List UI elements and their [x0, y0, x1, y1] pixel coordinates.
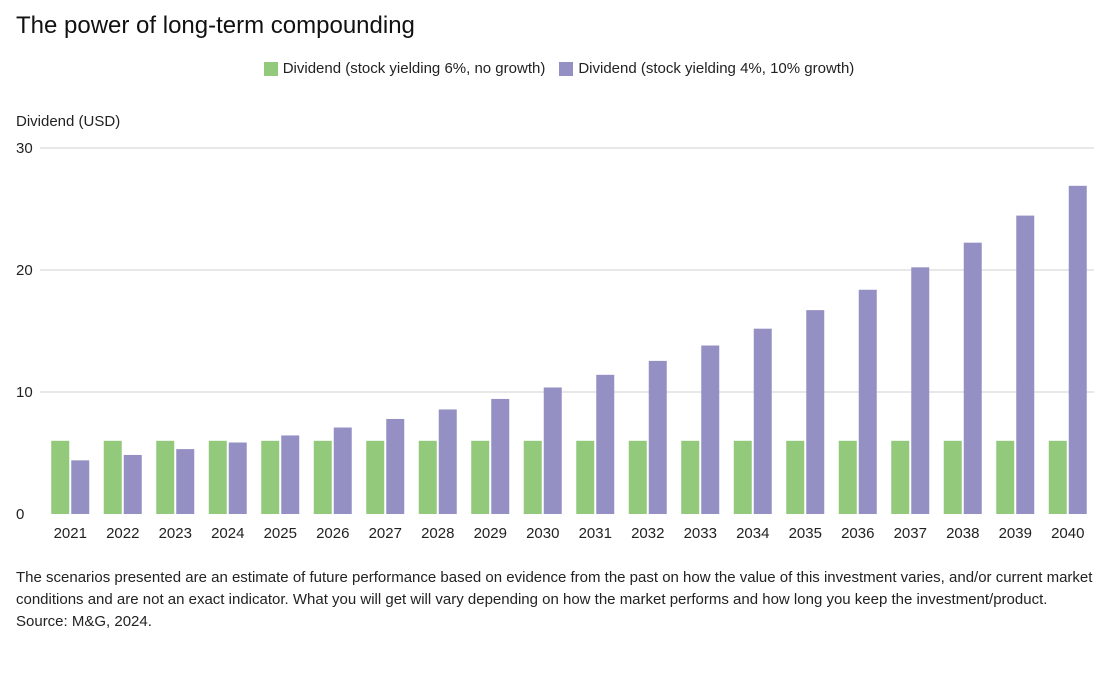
- bar-series-1: [418, 440, 437, 514]
- bar-series-2: [228, 442, 247, 514]
- bar-series-2: [806, 310, 825, 514]
- x-tick-label: 2021: [54, 525, 87, 542]
- bar-series-2: [333, 427, 352, 514]
- y-axis-label: Dividend (USD): [16, 113, 121, 130]
- x-tick-label: 2032: [631, 525, 664, 542]
- bar-series-2: [701, 345, 720, 514]
- legend-label-series-2: Dividend (stock yielding 4%, 10% growth): [578, 60, 855, 77]
- bar-series-1: [891, 440, 910, 514]
- bar-series-2: [176, 449, 195, 514]
- bar-series-1: [996, 440, 1015, 514]
- y-tick-label: 10: [16, 384, 33, 401]
- bar-series-1: [51, 440, 70, 514]
- x-tick-label: 2023: [159, 525, 192, 542]
- bar-series-2: [123, 454, 142, 514]
- bar-series-1: [313, 440, 332, 514]
- bar-series-1: [943, 440, 962, 514]
- x-tick-label: 2026: [316, 525, 349, 542]
- source-text: Source: M&G, 2024.: [16, 613, 152, 630]
- x-tick-label: 2031: [579, 525, 612, 542]
- bar-series-2: [648, 360, 667, 514]
- bar-series-1: [838, 440, 857, 514]
- bar-series-2: [438, 409, 457, 514]
- y-tick-label: 0: [16, 506, 24, 523]
- bar-series-2: [963, 242, 982, 514]
- gridlines: [40, 147, 1094, 393]
- legend-swatch-series-2: [559, 61, 574, 76]
- bar-series-1: [366, 440, 385, 514]
- disclaimer-text: The scenarios presented are an estimate …: [16, 569, 1093, 608]
- legend-swatch-series-1: [263, 61, 278, 76]
- footnote: The scenarios presented are an estimate …: [16, 567, 1106, 633]
- y-tick-label: 30: [16, 140, 33, 157]
- bar-series-2: [596, 374, 615, 514]
- bar-series-1: [156, 440, 175, 514]
- bar-series-1: [681, 440, 700, 514]
- bar-series-2: [1016, 215, 1035, 514]
- y-tick-label: 20: [16, 262, 33, 279]
- bars: [51, 185, 1087, 514]
- bar-series-1: [523, 440, 542, 514]
- x-tick-label: 2035: [789, 525, 822, 542]
- x-tick-label: 2029: [474, 525, 507, 542]
- x-tick-label: 2033: [684, 525, 717, 542]
- bar-series-1: [103, 440, 122, 514]
- bar-series-2: [386, 418, 405, 514]
- bar-series-2: [281, 435, 300, 514]
- bar-series-2: [543, 387, 562, 514]
- bar-series-2: [491, 398, 510, 514]
- x-tick-label: 2027: [369, 525, 402, 542]
- legend: Dividend (stock yielding 6%, no growth) …: [0, 60, 1118, 77]
- bar-series-2: [71, 460, 90, 514]
- x-tick-label: 2022: [106, 525, 139, 542]
- x-tick-label: 2024: [211, 525, 244, 542]
- bar-series-1: [786, 440, 805, 514]
- bar-series-1: [576, 440, 595, 514]
- bar-series-1: [1048, 440, 1067, 514]
- bar-series-1: [628, 440, 647, 514]
- bar-series-1: [208, 440, 227, 514]
- x-tick-label: 2037: [894, 525, 927, 542]
- x-tick-label: 2030: [526, 525, 559, 542]
- x-tick-label: 2034: [736, 525, 769, 542]
- legend-item-series-2: Dividend (stock yielding 4%, 10% growth): [559, 60, 854, 77]
- bar-series-1: [471, 440, 490, 514]
- x-tick-label: 2028: [421, 525, 454, 542]
- x-tick-label: 2039: [999, 525, 1032, 542]
- bar-series-2: [911, 267, 930, 514]
- bar-series-2: [858, 289, 877, 514]
- bar-series-2: [753, 328, 772, 514]
- bar-series-1: [261, 440, 280, 514]
- x-tick-label: 2038: [946, 525, 979, 542]
- x-tick-label: 2040: [1051, 525, 1084, 542]
- bar-series-2: [1068, 185, 1087, 514]
- chart-title: The power of long-term compounding: [16, 12, 415, 39]
- bar-series-1: [733, 440, 752, 514]
- x-tick-label: 2025: [264, 525, 297, 542]
- legend-item-series-1: Dividend (stock yielding 6%, no growth): [263, 60, 546, 77]
- legend-label-series-1: Dividend (stock yielding 6%, no growth): [282, 60, 546, 77]
- x-tick-label: 2036: [841, 525, 874, 542]
